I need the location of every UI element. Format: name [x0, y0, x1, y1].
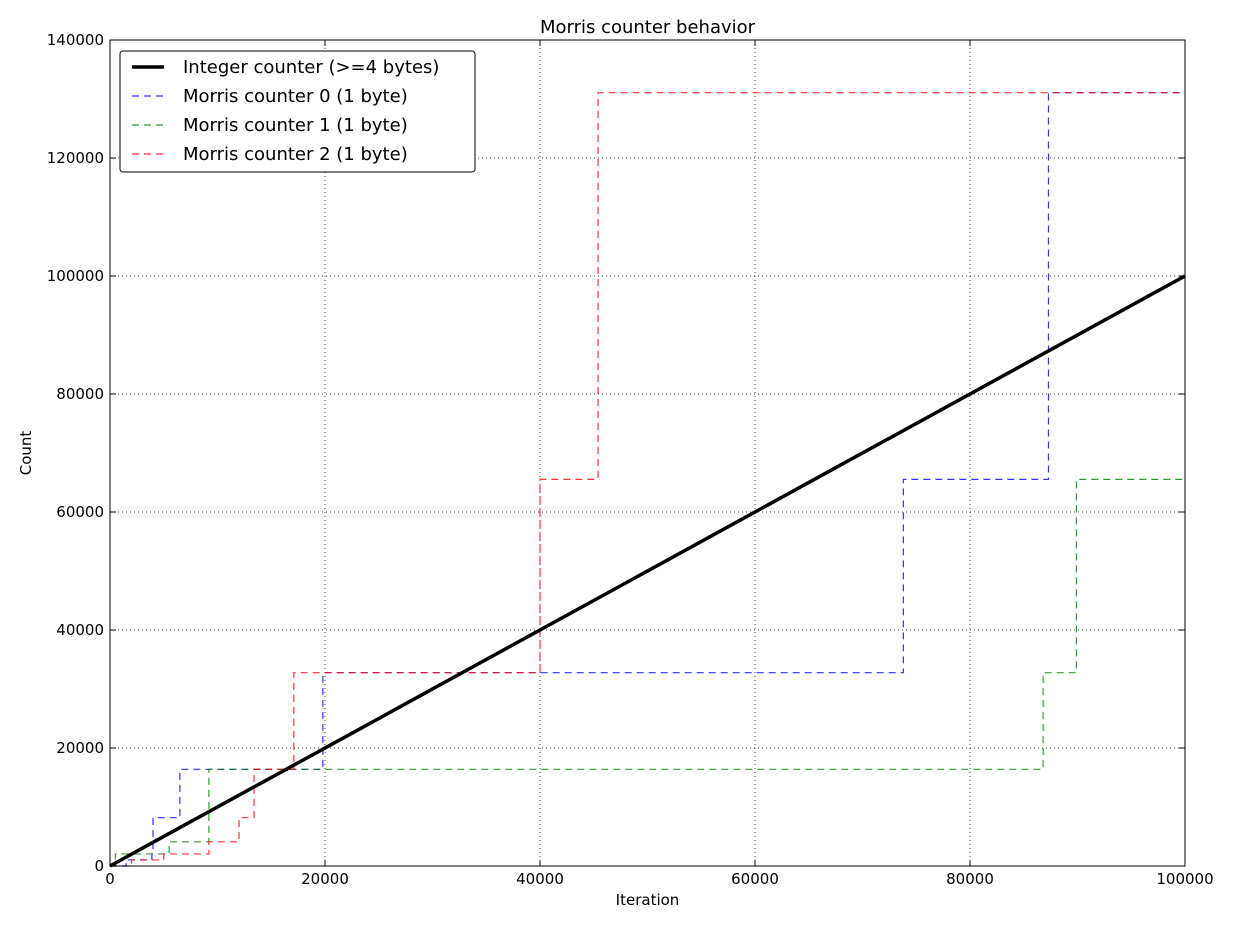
x-tick-labels: 0 20000 40000 60000 80000 100000: [105, 870, 1213, 888]
legend-label-2: Morris counter 1 (1 byte): [183, 115, 408, 136]
y-tick-labels: 0 20000 40000 60000 80000 100000 120000 140000: [47, 31, 104, 875]
x-tick-label: 60000: [731, 870, 779, 888]
plot-frame: [109, 39, 1186, 867]
y-axis-label: Count: [17, 431, 35, 476]
legend-label-1: Morris counter 0 (1 byte): [183, 86, 408, 107]
y-tick-label: 120000: [47, 149, 104, 167]
series-layer: [109, 92, 1186, 868]
y-tick-label: 60000: [56, 503, 104, 521]
x-axis-label: Iteration: [616, 891, 680, 909]
series-line-0: [109, 274, 1186, 868]
legend-box: [119, 50, 476, 173]
legend-label-3: Morris counter 2 (1 byte): [183, 144, 408, 165]
series-line-1: [110, 92, 1185, 867]
x-tick-label: 40000: [516, 870, 564, 888]
tick-marks: [109, 39, 1186, 867]
chart-title: Morris counter behavior: [540, 17, 756, 38]
series-line-2: [110, 478, 1185, 867]
legend: Integer counter (>=4 bytes) Morris counte…: [119, 50, 476, 173]
y-tick-label: 40000: [56, 621, 104, 639]
x-tick-label: 0: [105, 870, 115, 888]
y-tick-label: 140000: [47, 31, 104, 49]
y-tick-label: 100000: [47, 267, 104, 285]
series-line-3: [110, 92, 1185, 867]
x-tick-label: 100000: [1156, 870, 1213, 888]
legend-label-0: Integer counter (>=4 bytes): [183, 57, 439, 78]
y-tick-label: 0: [94, 857, 104, 875]
x-tick-label: 80000: [946, 870, 994, 888]
y-tick-label: 20000: [56, 739, 104, 757]
x-tick-label: 20000: [301, 870, 349, 888]
y-tick-label: 80000: [56, 385, 104, 403]
